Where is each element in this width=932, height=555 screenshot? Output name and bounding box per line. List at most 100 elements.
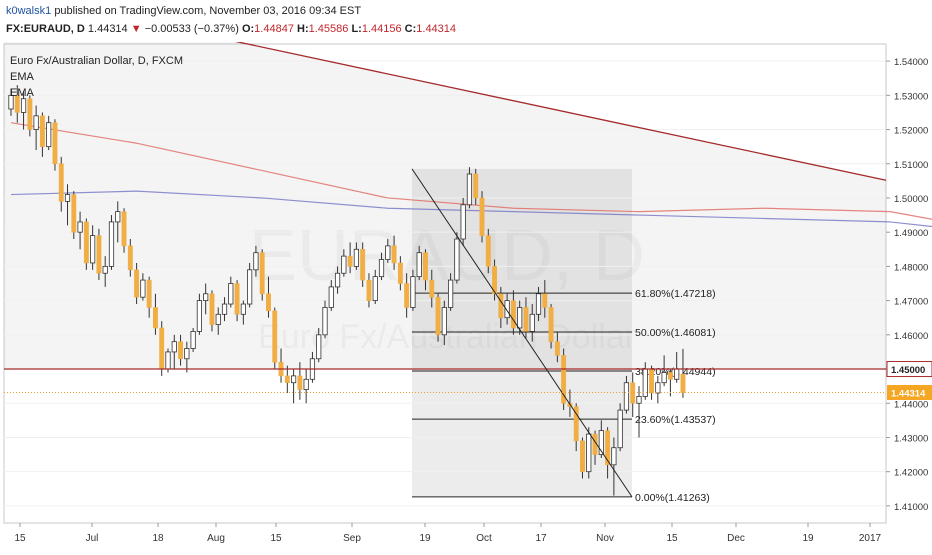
candle-body bbox=[410, 276, 416, 308]
y-tick-label: 1.50000 bbox=[894, 194, 928, 205]
fib-level-label: 0.00%(1.41263) bbox=[635, 492, 710, 504]
candle bbox=[366, 273, 372, 308]
last-price: 1.44314 bbox=[87, 23, 128, 35]
x-tick-label: 19 bbox=[802, 533, 814, 544]
candle bbox=[247, 262, 253, 308]
fib-level-label: 23.60%(1.43537) bbox=[635, 414, 716, 426]
change-value: −0.00533 (−0.37%) bbox=[144, 23, 239, 35]
low-label: L: bbox=[351, 23, 362, 35]
open-label: O: bbox=[241, 23, 255, 35]
candle-body bbox=[366, 279, 372, 301]
x-tick-label: 18 bbox=[152, 533, 164, 544]
candle bbox=[52, 119, 58, 171]
candle bbox=[196, 293, 202, 335]
candle-body bbox=[378, 259, 385, 278]
y-tick-label: 1.46000 bbox=[894, 331, 928, 342]
candle-body bbox=[184, 348, 190, 360]
candle-body bbox=[253, 252, 259, 271]
candle-body bbox=[266, 293, 271, 312]
x-tick-label: 17 bbox=[535, 533, 547, 544]
candle bbox=[617, 403, 623, 452]
x-tick-label: Dec bbox=[727, 533, 745, 544]
author-link[interactable]: k0walsk1 bbox=[6, 5, 52, 17]
candle bbox=[228, 276, 234, 308]
publish-line: k0walsk1 published on TradingView.com, N… bbox=[6, 5, 361, 17]
candle bbox=[284, 365, 290, 393]
candle bbox=[353, 242, 360, 270]
candle-body bbox=[523, 307, 529, 332]
candle-body bbox=[234, 283, 240, 315]
candle-body bbox=[573, 406, 579, 442]
candle-body bbox=[334, 272, 341, 288]
x-tick-label: Aug bbox=[207, 533, 225, 544]
candle-body bbox=[623, 382, 630, 411]
candle bbox=[134, 262, 140, 305]
close-value: 1.44314 bbox=[416, 23, 457, 35]
y-tick-label: 1.42000 bbox=[894, 468, 928, 479]
candle-body bbox=[504, 300, 510, 319]
candle-body bbox=[52, 122, 58, 164]
candle-body bbox=[127, 245, 133, 271]
candle bbox=[623, 375, 630, 414]
candle-body bbox=[303, 378, 309, 390]
candle bbox=[523, 297, 529, 339]
y-tick-label: 1.52000 bbox=[894, 126, 928, 137]
candle-body bbox=[655, 382, 661, 394]
x-tick-label: 15 bbox=[666, 533, 678, 544]
candle bbox=[605, 427, 611, 479]
candle-body bbox=[454, 238, 460, 281]
candle-body bbox=[134, 269, 140, 298]
candle bbox=[146, 276, 152, 318]
candle bbox=[573, 403, 579, 452]
candle bbox=[492, 259, 498, 301]
candle bbox=[636, 386, 642, 438]
candle-body bbox=[680, 373, 686, 393]
candle-body bbox=[485, 235, 491, 267]
candle bbox=[102, 256, 108, 287]
candle bbox=[8, 88, 14, 116]
candle-body bbox=[479, 197, 485, 236]
symbol-label: FX:EURAUD, D bbox=[6, 23, 85, 35]
y-tick-label: 1.44000 bbox=[894, 399, 928, 410]
candle bbox=[404, 273, 410, 318]
candle bbox=[435, 293, 441, 342]
candle-body bbox=[416, 252, 422, 278]
fib-diagonal-line bbox=[411, 168, 633, 498]
chart-legend: Euro Fx/Australian Dollar, D, FXCM EMA E… bbox=[10, 55, 183, 99]
ema-fast-line bbox=[10, 122, 932, 220]
change-down-icon: ▼ bbox=[130, 23, 142, 35]
candle bbox=[322, 300, 328, 339]
x-tick-label: Jul bbox=[86, 533, 99, 544]
x-tick-label: 19 bbox=[419, 533, 431, 544]
candle-body bbox=[435, 296, 441, 336]
candle-body bbox=[510, 300, 516, 329]
candle bbox=[58, 156, 64, 212]
candle bbox=[159, 321, 165, 376]
candle-body bbox=[196, 300, 202, 332]
candle-body bbox=[322, 307, 328, 336]
candle bbox=[561, 348, 567, 411]
price-tag-level bbox=[886, 361, 932, 378]
candle-body bbox=[447, 279, 454, 308]
candle bbox=[209, 290, 215, 332]
candle bbox=[240, 300, 246, 325]
y-tick-label: 1.54000 bbox=[894, 57, 928, 68]
legend-ema-fast: EMA bbox=[10, 71, 35, 83]
high-label: H: bbox=[297, 23, 309, 35]
candle-body bbox=[121, 211, 127, 247]
watermark-symbol: EURAUD, D bbox=[249, 216, 645, 296]
candle bbox=[554, 331, 560, 363]
candle bbox=[152, 293, 158, 335]
y-tick-label: 1.51000 bbox=[894, 160, 928, 171]
candle bbox=[316, 327, 322, 363]
y-tick-label: 1.48000 bbox=[894, 262, 928, 273]
candle-body bbox=[372, 276, 378, 302]
candle bbox=[90, 225, 96, 270]
candle-body bbox=[580, 440, 585, 472]
candle-body bbox=[328, 286, 334, 308]
candle-body bbox=[385, 245, 391, 260]
candle bbox=[14, 85, 20, 123]
candle-body bbox=[391, 245, 397, 264]
